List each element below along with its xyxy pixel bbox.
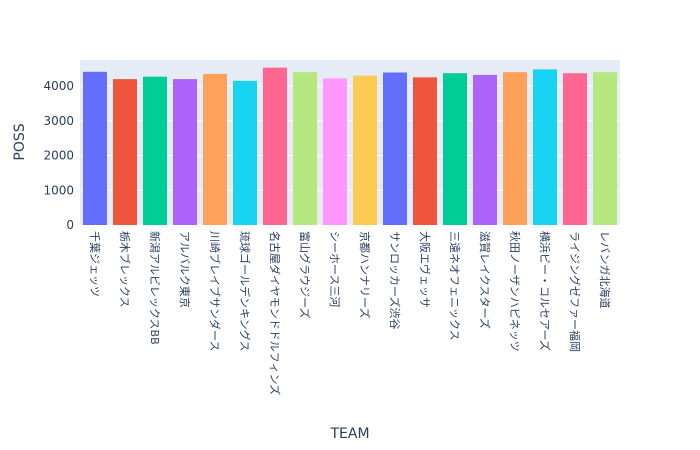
x-tick-label: 滋賀レイクスターズ [478,231,492,329]
x-tick-label: 新潟アルビレックスBB [148,231,162,345]
bar[interactable] [563,73,587,225]
bar[interactable] [113,79,137,226]
bar[interactable] [233,80,257,225]
y-axis-title: POSS [12,123,28,160]
x-tick-label: 琉球ゴールデンキングス [238,231,252,352]
y-tick-label: 1000 [43,183,74,197]
bar[interactable] [473,74,497,225]
grid-lines [80,85,620,226]
x-tick-label: アルバルク東京 [178,231,192,308]
x-tick-label: 京都ハンナリーズ [358,231,372,318]
x-tick-label: シーホース三河 [328,231,341,307]
bar[interactable] [293,72,317,225]
x-axis-title: TEAM [329,426,369,442]
bar[interactable] [323,78,347,226]
x-axis-ticks: 千葉ジェッツ 栃木ブレックス 新潟アルビレックスBB アルバルク東京 川崎ブレイブサンダ… [88,231,612,395]
y-tick-label: 2000 [43,149,74,163]
x-tick-label: 富山グラウジーズ [298,231,312,318]
y-tick-label: 3000 [43,114,74,128]
bar[interactable] [263,67,287,225]
bar[interactable] [383,72,407,225]
x-tick-label: レバンガ北海道 [598,231,612,309]
x-tick-label: サンロッカーズ渋谷 [388,231,402,329]
y-tick-label: 0 [66,218,74,232]
bar[interactable] [173,79,197,226]
x-tick-label: 秋田ノーザンハピネッツ [508,231,522,352]
x-tick-label: 名古屋ダイヤモンドドルフィンズ [268,231,282,395]
bar[interactable] [593,72,617,225]
y-axis-ticks: 0 1000 2000 3000 4000 [43,79,74,232]
bar[interactable] [443,73,467,225]
bar[interactable] [413,77,437,225]
x-tick-label: 千葉ジェッツ [88,231,102,297]
plot-background [80,60,620,225]
bar[interactable] [143,76,167,226]
bar[interactable] [503,72,527,225]
bar[interactable] [533,69,557,226]
x-tick-label: 大阪エヴェッサ [418,231,432,308]
bar[interactable] [353,75,377,225]
x-tick-label: 三遠ネオフェニックス [448,231,461,341]
bars [83,67,617,226]
x-tick-label: 栃木ブレックス [118,231,132,308]
bar[interactable] [83,71,107,226]
bar[interactable] [203,73,227,225]
y-tick-label: 4000 [43,79,74,93]
x-tick-label: 川崎ブレイブサンダース [208,231,222,351]
x-tick-label: 横浜ビー・コルセアーズ [538,231,552,351]
x-tick-label: ライジングゼファー福岡 [568,231,582,352]
